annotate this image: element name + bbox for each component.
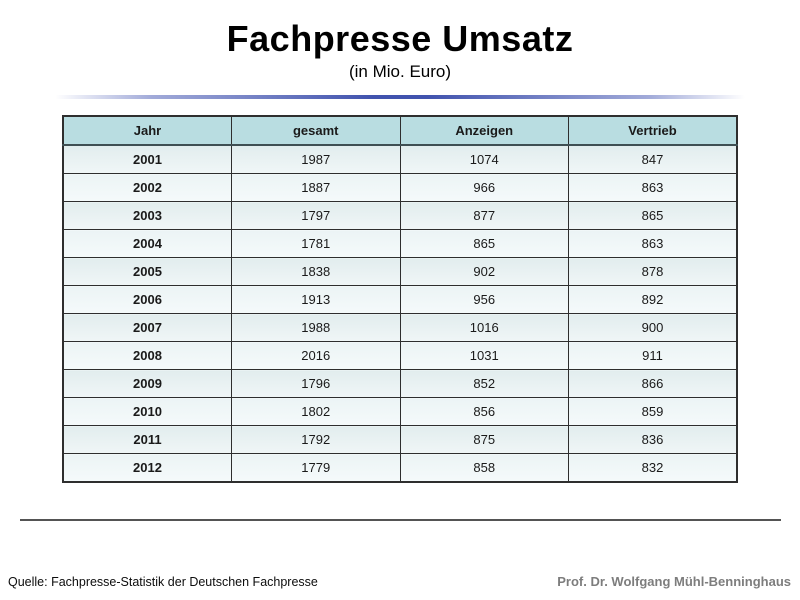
value-cell: 1802 [231, 397, 401, 426]
value-cell: 852 [399, 369, 569, 398]
value-cell: 900 [568, 313, 738, 342]
table-body: 2001 1987 1074 847 2002 1887 966 863 2003 1797 877… [62, 144, 738, 483]
revenue-table: Jahr gesamt Anzeigen Vertrieb 2001 1987 1074 8… [62, 115, 738, 483]
value-cell: 875 [399, 425, 569, 454]
value-cell: 863 [568, 173, 738, 202]
year-cell: 2006 [62, 285, 232, 314]
table-row: 2005 1838 902 878 [62, 257, 738, 286]
value-cell: 1796 [231, 369, 401, 398]
value-cell: 1779 [231, 453, 401, 483]
value-cell: 1838 [231, 257, 401, 286]
value-cell: 877 [399, 201, 569, 230]
value-cell: 866 [568, 369, 738, 398]
year-cell: 2005 [62, 257, 232, 286]
value-cell: 1074 [399, 144, 569, 174]
year-cell: 2011 [62, 425, 232, 454]
value-cell: 865 [399, 229, 569, 258]
value-cell: 1016 [399, 313, 569, 342]
year-cell: 2002 [62, 173, 232, 202]
year-cell: 2004 [62, 229, 232, 258]
footer-divider-line [20, 519, 781, 521]
value-cell: 966 [399, 173, 569, 202]
table-row: 2002 1887 966 863 [62, 173, 738, 202]
value-cell: 1913 [231, 285, 401, 314]
source-note: Quelle: Fachpresse-Statistik der Deutsch… [8, 575, 318, 589]
title-accent-line [55, 95, 745, 99]
value-cell: 865 [568, 201, 738, 230]
value-cell: 892 [568, 285, 738, 314]
year-cell: 2012 [62, 453, 232, 483]
value-cell: 836 [568, 425, 738, 454]
table-row: 2009 1796 852 866 [62, 369, 738, 398]
table-row: 2010 1802 856 859 [62, 397, 738, 426]
year-cell: 2010 [62, 397, 232, 426]
table-row: 2008 2016 1031 911 [62, 341, 738, 370]
year-cell: 2003 [62, 201, 232, 230]
value-cell: 2016 [231, 341, 401, 370]
table-header-row: Jahr gesamt Anzeigen Vertrieb [62, 115, 738, 146]
column-header: Anzeigen [399, 115, 569, 146]
value-cell: 902 [399, 257, 569, 286]
year-cell: 2007 [62, 313, 232, 342]
year-cell: 2001 [62, 144, 232, 174]
value-cell: 1031 [399, 341, 569, 370]
table-row: 2004 1781 865 863 [62, 229, 738, 258]
value-cell: 1797 [231, 201, 401, 230]
column-header: Jahr [62, 115, 232, 146]
table-row: 2006 1913 956 892 [62, 285, 738, 314]
value-cell: 911 [568, 341, 738, 370]
table-row: 2007 1988 1016 900 [62, 313, 738, 342]
value-cell: 878 [568, 257, 738, 286]
value-cell: 956 [399, 285, 569, 314]
table-row: 2011 1792 875 836 [62, 425, 738, 454]
value-cell: 1987 [231, 144, 401, 174]
column-header: gesamt [231, 115, 401, 146]
value-cell: 832 [568, 453, 738, 483]
column-header: Vertrieb [568, 115, 738, 146]
value-cell: 863 [568, 229, 738, 258]
table-row: 2001 1987 1074 847 [62, 144, 738, 174]
value-cell: 1781 [231, 229, 401, 258]
value-cell: 847 [568, 144, 738, 174]
table-row: 2003 1797 877 865 [62, 201, 738, 230]
year-cell: 2008 [62, 341, 232, 370]
slide-title: Fachpresse Umsatz [226, 18, 574, 59]
value-cell: 1887 [231, 173, 401, 202]
value-cell: 858 [399, 453, 569, 483]
slide-subtitle: (in Mio. Euro) [348, 62, 452, 81]
author-credit: Prof. Dr. Wolfgang Mühl-Benninghaus [557, 574, 791, 589]
value-cell: 856 [399, 397, 569, 426]
value-cell: 859 [568, 397, 738, 426]
table-row: 2012 1779 858 832 [62, 453, 738, 483]
value-cell: 1792 [231, 425, 401, 454]
value-cell: 1988 [231, 313, 401, 342]
year-cell: 2009 [62, 369, 232, 398]
